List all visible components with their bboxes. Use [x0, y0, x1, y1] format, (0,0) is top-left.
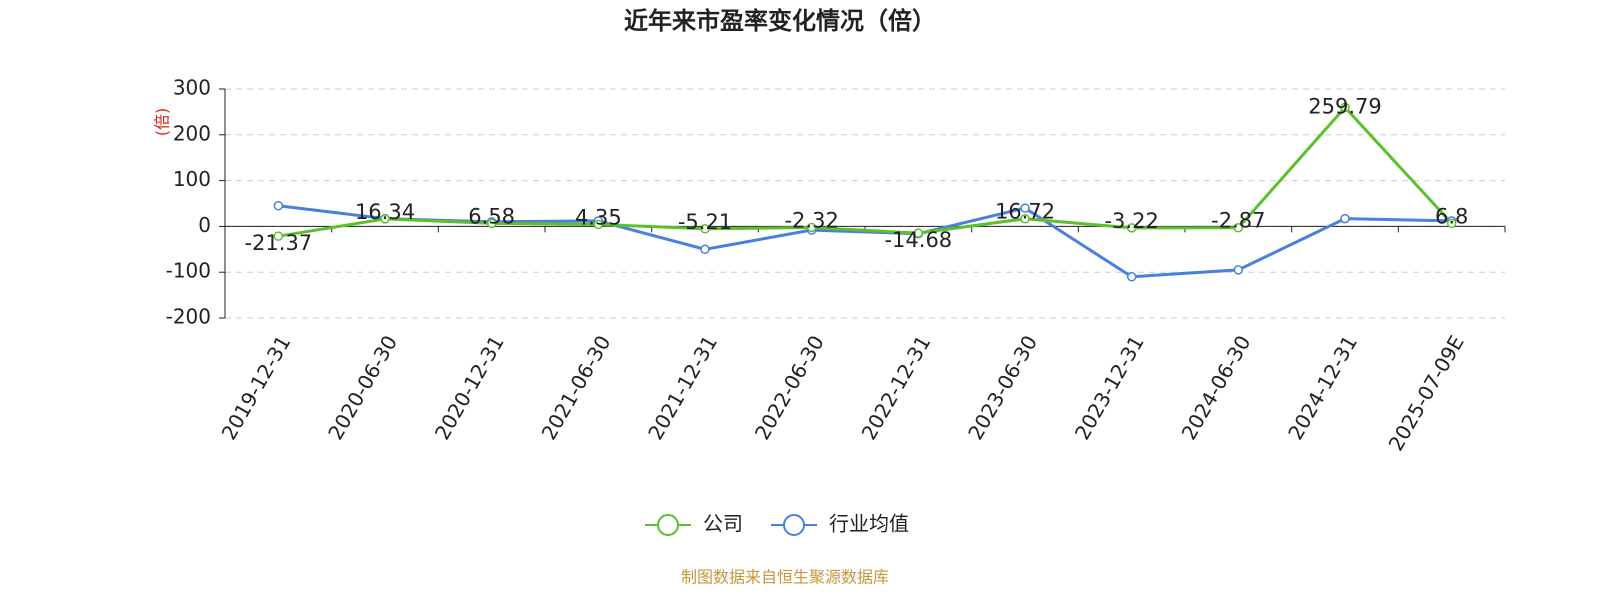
point	[1233, 265, 1244, 275]
legend-label: 行业均值	[829, 512, 909, 536]
point	[1233, 222, 1244, 233]
legend-marker	[657, 514, 679, 536]
y-tick-label: -200	[166, 305, 211, 329]
chart-title: 近年来市盈率变化情况（倍）	[624, 7, 936, 35]
point	[1126, 223, 1137, 233]
data-label: -2.32	[784, 208, 838, 232]
point	[806, 222, 817, 233]
data-label: -2.87	[1211, 209, 1265, 233]
legend-label: 公司	[703, 512, 743, 536]
point	[1020, 203, 1030, 213]
y-tick-label: 300	[173, 76, 211, 100]
data-label: -21.37	[244, 231, 312, 255]
series-line	[278, 204, 1452, 279]
data-label: 4.35	[575, 205, 622, 229]
data-label: -14.68	[884, 228, 952, 252]
point	[273, 231, 284, 241]
x-tick-label: 2024-06-30	[1177, 331, 1256, 444]
y-tick-label: -100	[166, 259, 211, 283]
point	[700, 244, 710, 255]
point	[380, 214, 390, 224]
data-label: 6.8	[1435, 204, 1468, 228]
x-tick-label: 2021-06-30	[537, 331, 616, 444]
data-label: -3.22	[1104, 209, 1158, 233]
x-tick-label: 2024-12-31	[1283, 331, 1362, 444]
x-tick-label: 2022-12-31	[857, 331, 936, 444]
data-label: 16.34	[355, 200, 415, 224]
series-line	[278, 105, 1453, 238]
point	[913, 228, 924, 238]
data-label: -5.21	[678, 210, 732, 234]
x-tick-label: 2023-06-30	[963, 331, 1042, 444]
x-tick-label: 2020-12-31	[430, 331, 509, 444]
source-note: 制图数据来自恒生聚源数据库	[681, 568, 889, 587]
data-label: 259.79	[1308, 94, 1381, 118]
y-tick-label: 0	[198, 213, 211, 237]
y-tick-label: 200	[173, 121, 211, 145]
data-label: 6.58	[468, 204, 515, 228]
point	[700, 224, 710, 234]
point	[593, 219, 604, 230]
data-label: 16.72	[995, 200, 1055, 224]
x-tick-label: 2019-12-31	[217, 331, 296, 444]
y-axis-label: (倍)	[153, 108, 172, 137]
y-tick-label: 100	[173, 167, 211, 191]
x-tick-label: 2023-12-31	[1070, 331, 1149, 444]
point	[486, 218, 497, 229]
point	[1340, 213, 1350, 224]
legend-marker	[783, 514, 805, 536]
x-tick-label: 2022-06-30	[750, 331, 829, 444]
x-tick-label: 2025-07-09E	[1384, 331, 1469, 455]
point	[273, 201, 284, 211]
point	[1020, 213, 1030, 224]
point	[1340, 102, 1350, 113]
x-tick-label: 2020-06-30	[323, 331, 402, 444]
point	[1126, 272, 1137, 282]
x-tick-label: 2021-12-31	[643, 331, 722, 444]
point	[1446, 218, 1457, 229]
